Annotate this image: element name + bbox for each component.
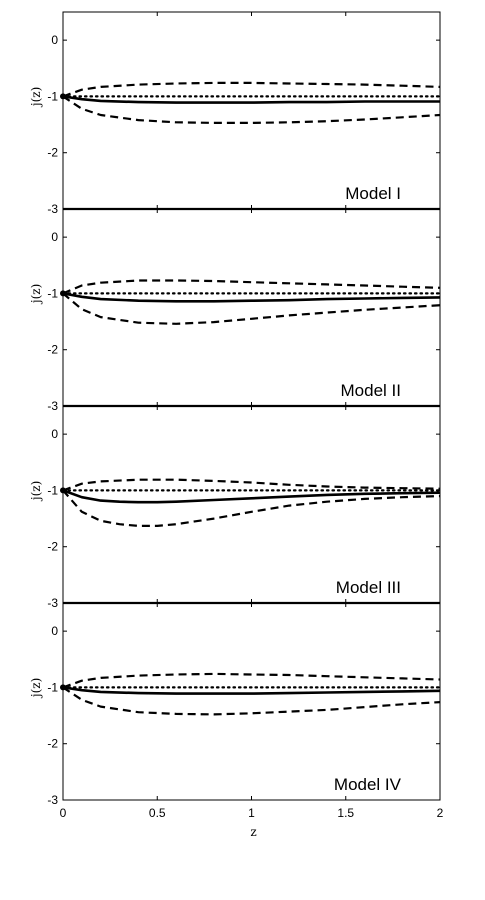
- x-tick-label: 1.5: [337, 806, 354, 820]
- panel-1: 0 -1 -2 -3 j(z) Model I: [29, 11, 442, 216]
- series-line-solid-1: [62, 686, 441, 695]
- axes-frame: [62, 405, 441, 604]
- origin-point: [60, 487, 66, 494]
- y-axis-label: j(z): [29, 284, 43, 305]
- origin-point: [60, 93, 66, 100]
- y-tick-label: -3: [47, 596, 58, 610]
- axes-frame: [62, 208, 441, 407]
- model-label: Model III: [336, 578, 401, 597]
- model-label: Model IV: [334, 775, 402, 794]
- series-line-dashed-4: [62, 95, 441, 125]
- panel-4: 0-1-2-30 0.5 1 1.5 2zj(z)Model IV: [29, 602, 444, 839]
- y-tick-label: -1: [47, 89, 58, 103]
- series-line-solid-1: [62, 489, 441, 504]
- series-line-dashed-4: [62, 292, 441, 325]
- model-label: Model II: [341, 381, 401, 400]
- y-axis-label: j(z): [29, 678, 43, 699]
- x-tick-label: 2: [437, 806, 444, 820]
- series-line-solid-1: [62, 292, 441, 303]
- origin-point: [60, 684, 66, 691]
- y-axis-label: j(z): [29, 87, 43, 108]
- series-line-dashed-4: [62, 686, 441, 716]
- y-axis-label: j(z): [29, 481, 43, 502]
- y-tick-label: -2: [47, 343, 58, 357]
- y-tick-label: -3: [47, 793, 58, 807]
- x-axis-label: z: [250, 825, 256, 839]
- x-tick-label: 0.5: [149, 806, 166, 820]
- y-tick-label: -3: [47, 399, 58, 413]
- panel-2: 0 -1 -2 -3 j(z) Model II: [29, 208, 442, 413]
- y-tick-label: -2: [47, 540, 58, 554]
- x-tick-label: 1: [248, 806, 255, 820]
- y-tick-label: 0: [51, 624, 58, 638]
- y-tick-label: -3: [47, 202, 58, 216]
- y-tick-label: -1: [47, 483, 58, 497]
- series-line-dashed-4: [62, 489, 441, 528]
- y-tick-label: 0: [51, 33, 58, 47]
- y-tick-label: 0: [51, 427, 58, 441]
- axes-frame: [62, 11, 441, 210]
- origin-point: [60, 290, 66, 297]
- y-tick-label: -2: [47, 146, 58, 160]
- series-line-solid-1: [62, 95, 440, 104]
- y-tick-label: -1: [47, 286, 58, 300]
- series-line-dashed-3: [62, 81, 441, 98]
- y-tick-label: 0: [51, 230, 58, 244]
- axes-frame: [62, 602, 441, 801]
- series-line-dashed-3: [62, 672, 441, 689]
- panel-3: 0 -1 -2 -3 j(z) Model III: [29, 405, 442, 610]
- y-tick-label: -1: [47, 680, 58, 694]
- x-tick-label: 0: [60, 806, 67, 820]
- series-line-dashed-3: [62, 478, 441, 492]
- model-label: Model I: [345, 184, 401, 203]
- y-tick-label: -2: [47, 737, 58, 751]
- series-line-dashed-3: [62, 279, 441, 295]
